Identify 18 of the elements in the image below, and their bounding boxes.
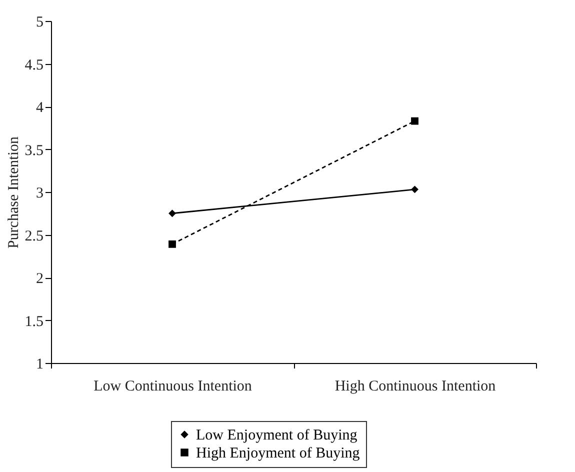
point — [168, 240, 176, 248]
y-tick-label: 3.5 — [24, 142, 44, 159]
y-tick-label: 2 — [36, 271, 44, 287]
point — [168, 210, 176, 218]
y-tick-label: 5 — [36, 14, 44, 30]
y-tick-label: 1 — [36, 356, 44, 372]
y-tick-label: 1.5 — [24, 314, 44, 330]
y-tick-label: 4.5 — [24, 57, 44, 74]
x-tick-label: High Continuous Intention — [334, 378, 496, 394]
y-tick-label: 3 — [36, 186, 44, 202]
x-tick-label: Low Continuous Intention — [94, 378, 252, 394]
point — [411, 186, 418, 194]
legend-label: Low Enjoyment of Buying — [196, 428, 358, 444]
y-tick-label: 4 — [36, 100, 44, 116]
legend-label: High Enjoyment of Buying — [196, 446, 360, 462]
y-tick-label: 2.5 — [24, 228, 44, 244]
y-axis-title: Purchase Intention — [6, 136, 22, 249]
point — [411, 117, 418, 125]
